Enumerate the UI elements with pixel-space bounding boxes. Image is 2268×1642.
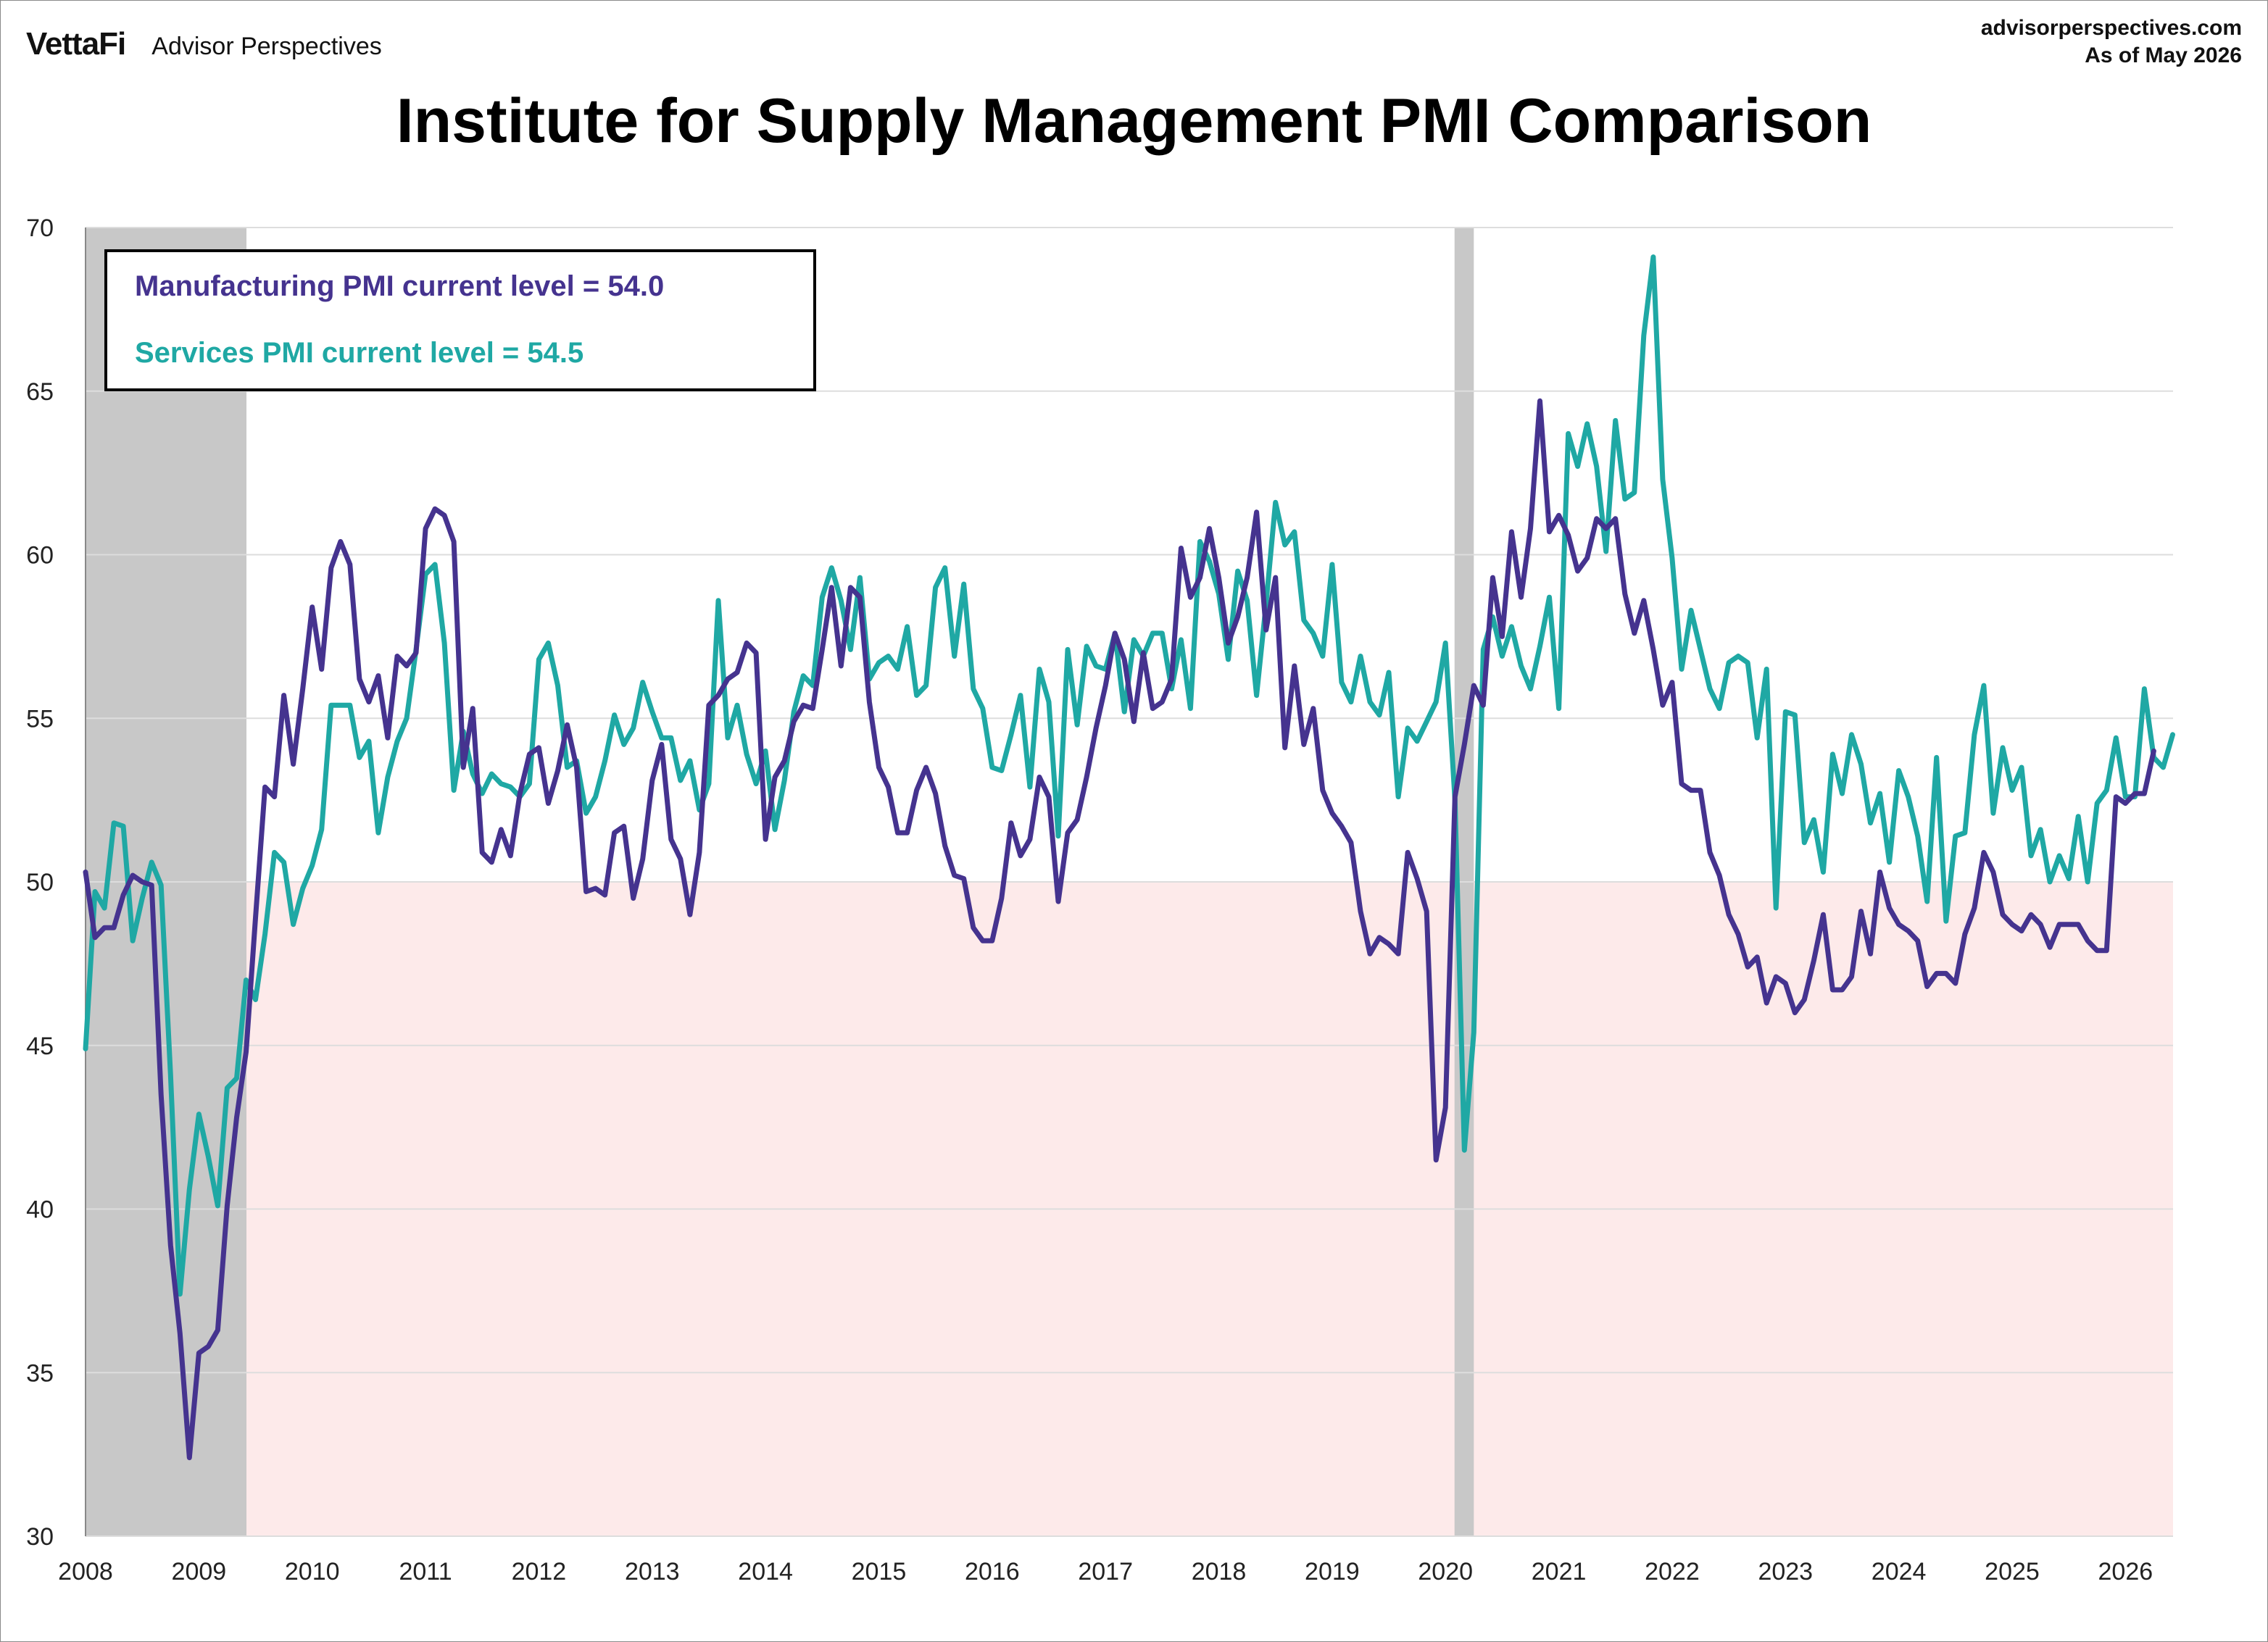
y-tick-label: 70 [26,214,54,242]
y-axis-ticks: 30 35 40 45 50 55 60 65 70 [26,214,54,1551]
x-tick-label: 2020 [1418,1558,1473,1585]
site-url: advisorperspectives.com [1980,16,2242,40]
y-tick-label: 55 [26,705,54,733]
vettafi-logo: VettaFi [26,26,126,62]
chart-title: Institute for Supply Management PMI Comp… [396,86,1872,156]
x-tick-label: 2019 [1305,1558,1360,1585]
y-tick-label: 35 [26,1359,54,1387]
y-tick-label: 45 [26,1033,54,1060]
x-tick-label: 2016 [965,1558,1020,1585]
x-tick-label: 2025 [1985,1558,2040,1585]
x-tick-label: 2026 [2098,1558,2153,1585]
y-tick-label: 50 [26,869,54,896]
brand-name: Advisor Perspectives [151,33,382,60]
manufacturing-pmi-line [83,398,2156,1461]
as-of-date: As of May 2026 [2085,43,2242,67]
y-tick-label: 30 [26,1523,54,1551]
series-lines [83,254,2175,1461]
x-tick-label: 2022 [1645,1558,1700,1585]
x-tick-label: 2021 [1532,1558,1587,1585]
legend-box [104,249,816,391]
x-tick-label: 2009 [172,1558,227,1585]
x-tick-label: 2012 [512,1558,567,1585]
x-tick-label: 2013 [625,1558,680,1585]
site-info: advisorperspectives.com As of May 2026 [1981,14,2242,70]
x-tick-label: 2017 [1078,1558,1133,1585]
y-tick-label: 40 [26,1196,54,1224]
x-tick-label: 2015 [852,1558,907,1585]
x-tick-label: 2018 [1192,1558,1247,1585]
legend-services: Services PMI current level = 54.5 [135,337,583,369]
y-tick-label: 65 [26,378,54,406]
x-tick-label: 2008 [58,1558,113,1585]
x-tick-label: 2023 [1758,1558,1813,1585]
legend-manufacturing: Manufacturing PMI current level = 54.0 [135,270,664,302]
x-axis-ticks: 2008 2009 2010 2011 2012 2013 2014 2015 2016 2017… [58,1558,2153,1585]
x-tick-label: 2010 [285,1558,340,1585]
y-tick-label: 60 [26,542,54,570]
x-tick-label: 2014 [738,1558,793,1585]
x-tick-label: 2024 [1872,1558,1927,1585]
x-tick-label: 2011 [399,1558,452,1585]
brand: VettaFi Advisor Perspectives [26,26,382,62]
legend: Manufacturing PMI current level = 54.0 Se… [104,249,816,391]
